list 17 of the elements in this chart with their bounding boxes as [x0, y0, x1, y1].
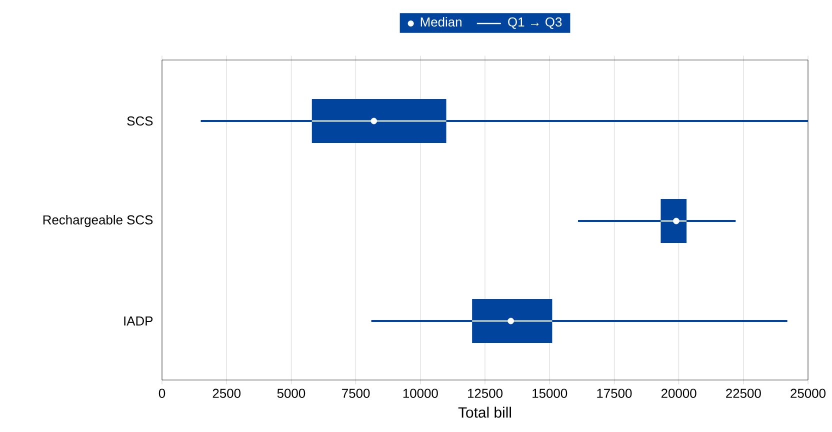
- y-tick-label: IADP: [124, 316, 153, 326]
- x-tick-label: 20000: [661, 388, 696, 398]
- x-tick-label: 25000: [790, 388, 826, 398]
- x-axis-title: Total bill: [458, 406, 511, 418]
- y-tick-label: Rechargeable SCS: [43, 214, 153, 228]
- x-tick-label: 22500: [726, 388, 761, 398]
- x-tick-label: 5000: [277, 388, 306, 398]
- x-tick-label: 17500: [597, 388, 632, 398]
- x-tick-label: 10000: [403, 388, 438, 398]
- legend-label: Median: [420, 17, 462, 27]
- y-tick-label: SCS: [127, 116, 153, 126]
- x-tick-label: 7500: [342, 388, 370, 398]
- x-tick-label: 12500: [468, 388, 503, 398]
- x-tick-label: 15000: [532, 388, 568, 398]
- x-tick-label: 2500: [212, 388, 240, 398]
- x-tick-label: 0: [158, 388, 166, 398]
- text: Q1 → Q3: [508, 17, 562, 29]
